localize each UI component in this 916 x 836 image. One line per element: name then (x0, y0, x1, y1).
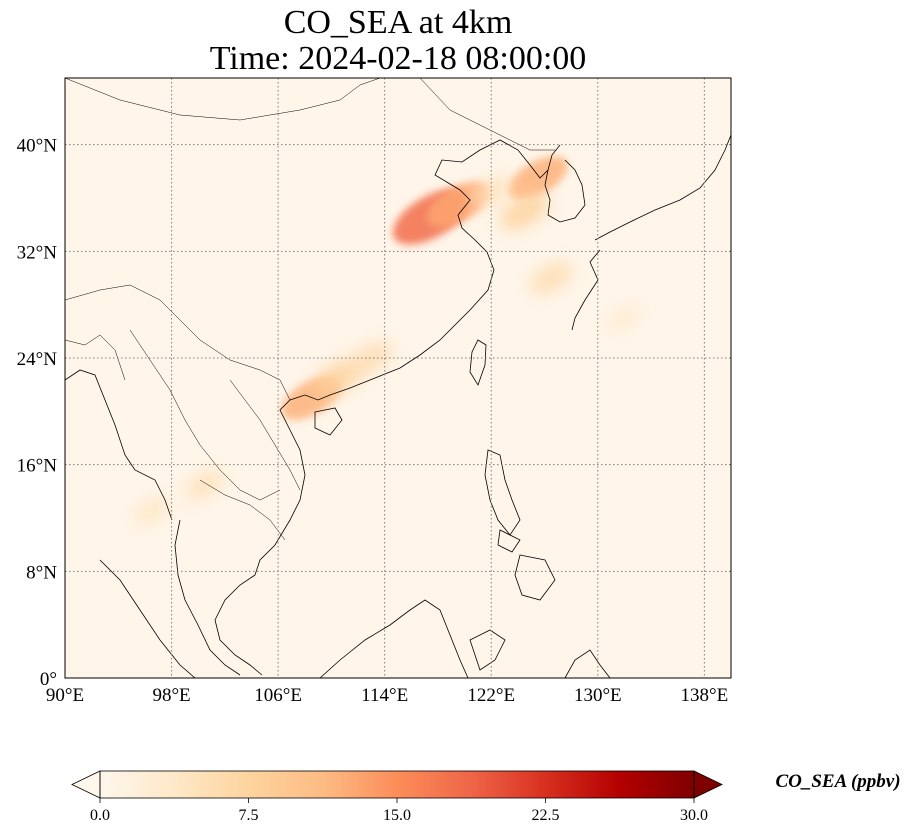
map-title: CO_SEA at 4km (283, 4, 513, 41)
lon-tick-label: 122°E (467, 685, 515, 706)
coastlines (65, 134, 731, 678)
lat-tick-label: 40°N (17, 136, 58, 157)
lon-tick-label: 130°E (574, 685, 622, 706)
lat-tick-label: 32°N (17, 242, 58, 263)
gridlines (65, 78, 731, 678)
border-thailand-cambodia (199, 479, 286, 541)
coastline-korea (544, 159, 586, 223)
lon-tick-label: 90°E (46, 685, 84, 706)
plume-4 (529, 262, 573, 294)
latitude-labels: 0° 8°N 16°N 24°N 32°N 40°N (17, 136, 58, 690)
colorbar-min-extend (71, 770, 101, 799)
lon-tick-label: 138°E (681, 685, 729, 706)
border-northeast (419, 78, 555, 151)
border-indochina (129, 329, 281, 501)
coastline-myanmar (65, 369, 173, 521)
plume-8 (350, 342, 393, 374)
coastline-taiwan (469, 339, 487, 386)
lat-tick-label: 16°N (17, 456, 58, 477)
lon-tick-label: 114°E (361, 685, 408, 706)
colorbar-tick-label: 7.5 (239, 807, 259, 824)
coastline-sulawesi (469, 629, 506, 671)
plume-9 (184, 469, 225, 500)
plume-11 (607, 305, 642, 331)
border-india-myanmar (65, 334, 126, 381)
colorbar-tick-label: 22.5 (532, 807, 560, 824)
longitude-labels: 90°E 98°E 106°E 114°E 122°E 130°E 138°E (46, 685, 728, 706)
colorbar-ticks: 0.0 7.5 15.0 22.5 30.0 (90, 798, 708, 824)
plume-10 (133, 497, 171, 526)
colorbar-label: CO_SEA (ppbv) (775, 771, 900, 792)
coastline-new-guinea (564, 649, 611, 678)
coastline-borneo (319, 599, 469, 678)
colorbar-max-extend (693, 770, 723, 799)
lat-tick-label: 24°N (17, 349, 58, 370)
lon-tick-label: 106°E (254, 685, 302, 706)
colorbar-gradient (100, 771, 694, 798)
coastline-hainan (314, 407, 343, 436)
coastline-luzon (484, 449, 521, 536)
colorbar: 0.0 7.5 15.0 22.5 30.0 CO_SEA (ppbv) (71, 770, 901, 824)
lat-tick-label: 0° (40, 669, 57, 690)
colorbar-tick-label: 0.0 (90, 807, 110, 824)
plume-7 (313, 360, 363, 396)
coastline-sumatra (99, 559, 196, 678)
colorbar-tick-label: 15.0 (383, 807, 411, 824)
map-background (65, 78, 731, 678)
plume-2 (507, 156, 568, 200)
lon-tick-label: 98°E (152, 685, 190, 706)
coastline-malay-peninsula (174, 519, 241, 676)
coastline-japan (571, 134, 731, 331)
map-subtitle-time: Time: 2024-02-18 08:00:00 (209, 40, 587, 77)
coastline-mindanao (514, 554, 556, 601)
coastline-visayas (497, 529, 521, 553)
lat-tick-label: 8°N (26, 562, 57, 583)
border-laos-vietnam (229, 379, 301, 491)
border-china-mongolia (65, 78, 381, 121)
border-china-south (65, 284, 291, 401)
country-borders (65, 78, 555, 541)
map-frame (64, 77, 732, 679)
colorbar-tick-label: 30.0 (680, 807, 708, 824)
coastline-mainland-east-asia (214, 139, 561, 676)
plume-3 (500, 193, 549, 230)
